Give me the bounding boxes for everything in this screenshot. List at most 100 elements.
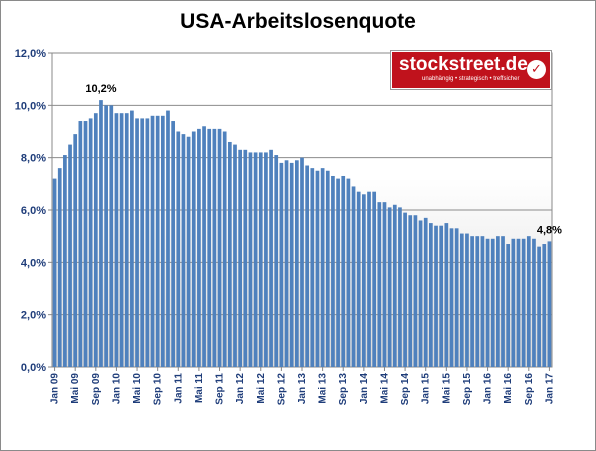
bar: [532, 238, 536, 367]
y-tick-label: 2,0%: [21, 310, 46, 322]
bar: [537, 246, 541, 367]
x-tick-label: Jan 09: [50, 373, 61, 405]
x-tick-label: Sep 09: [91, 373, 102, 406]
bar: [434, 225, 438, 367]
bar: [465, 233, 469, 367]
x-tick-label: Sep 10: [153, 373, 164, 406]
bar: [52, 178, 57, 367]
bar: [341, 175, 346, 367]
bar: [191, 131, 196, 367]
bar: [336, 178, 340, 367]
data-label: 10,2%: [85, 83, 116, 95]
bar: [423, 217, 428, 367]
bar: [78, 121, 83, 368]
bar: [135, 118, 139, 368]
bar: [501, 236, 505, 367]
bar: [372, 191, 377, 367]
bar: [274, 155, 279, 367]
y-tick-label: 6,0%: [21, 205, 46, 217]
x-tick-label: Mai 13: [318, 373, 329, 404]
bar: [68, 144, 72, 367]
bar: [73, 134, 78, 367]
bar: [181, 134, 186, 367]
bar: [166, 110, 170, 368]
x-tick-label: Sep 12: [276, 373, 287, 406]
chart-title: USA-Arbeitslosenquote: [180, 10, 416, 33]
bar: [150, 115, 155, 367]
bar: [130, 110, 134, 368]
x-tick-label: Jan 14: [359, 373, 370, 405]
bar: [227, 141, 232, 367]
bar: [403, 212, 407, 367]
x-tick-label: Mai 15: [441, 373, 452, 404]
bar: [408, 215, 413, 367]
bar: [289, 162, 294, 367]
bar: [253, 152, 258, 367]
bar: [279, 162, 284, 367]
bar: [284, 160, 289, 367]
bar: [382, 202, 387, 367]
bar: [248, 152, 253, 367]
y-tick-label: 8,0%: [21, 153, 46, 165]
bar: [496, 236, 500, 367]
x-tick-label: Jan 10: [111, 373, 122, 405]
bar: [331, 175, 335, 367]
stockstreet-logo: stockstreet.de unabhängig • strategisch …: [391, 51, 551, 89]
y-tick-label: 0,0%: [21, 362, 46, 374]
y-tick-label: 4,0%: [21, 257, 46, 269]
bar: [114, 113, 119, 367]
bar: [310, 168, 315, 367]
x-tick-label: Mai 11: [194, 373, 205, 403]
y-axis: 0,0% 2,0% 4,0% 6,0% 8,0% 10,0% 12,0%: [15, 48, 52, 374]
y-tick-label: 12,0%: [15, 48, 46, 60]
bar: [485, 238, 490, 367]
bar: [300, 157, 304, 367]
bar: [542, 244, 547, 367]
bar: [439, 225, 444, 367]
bar: [233, 144, 237, 367]
bar: [320, 168, 325, 367]
check-icon: ✓: [527, 60, 546, 79]
bar: [449, 228, 454, 367]
bar: [99, 100, 103, 367]
bar: [475, 236, 480, 367]
bar: [243, 149, 248, 367]
bar: [315, 170, 320, 367]
bar: [459, 233, 464, 367]
x-tick-label: Jan 13: [297, 373, 308, 405]
x-tick-label: Mai 09: [70, 373, 81, 404]
bar: [398, 207, 402, 367]
bar: [377, 202, 382, 367]
x-tick-label: Sep 16: [524, 373, 535, 406]
bar: [119, 113, 124, 367]
data-label: 4,8%: [537, 224, 562, 236]
bar: [444, 223, 449, 367]
bar: [294, 160, 299, 367]
x-tick-label: Mai 16: [503, 373, 514, 404]
bar: [222, 131, 227, 367]
bar: [88, 118, 93, 368]
x-axis: Jan 09 Mai 09 Sep 09 Jan 10 Mai 10 Sep 10 Jan …: [50, 367, 555, 406]
bar: [362, 194, 366, 367]
bar: [480, 236, 485, 367]
bar: [217, 128, 222, 367]
bar: [454, 228, 459, 367]
bar: [470, 236, 474, 367]
bar: [124, 113, 129, 367]
bar: [63, 155, 67, 367]
bar: [212, 128, 217, 367]
x-tick-label: Jan 11: [173, 373, 184, 404]
bar: [202, 126, 206, 368]
logo-name: stockstreet.de: [399, 54, 528, 75]
bar: [197, 128, 201, 367]
bar: [264, 152, 268, 367]
x-tick-label: Jan 17: [544, 373, 555, 405]
x-tick-label: Sep 13: [338, 373, 349, 406]
bar: [186, 136, 191, 367]
x-tick-label: Sep 15: [462, 373, 473, 406]
x-tick-label: Mai 12: [256, 373, 267, 404]
bar: [155, 115, 160, 367]
bar: [547, 241, 552, 367]
bar: [325, 170, 330, 367]
